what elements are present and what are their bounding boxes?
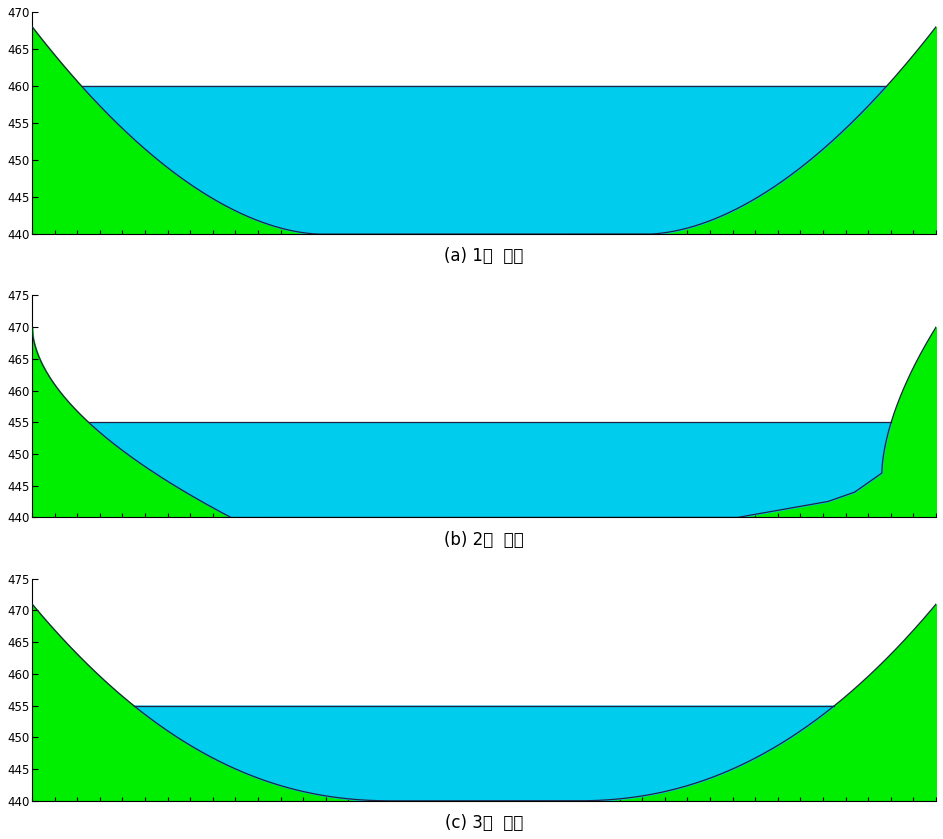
X-axis label: (c) 3번  지점: (c) 3번 지점 [445,814,523,832]
X-axis label: (b) 2번  지점: (b) 2번 지점 [444,531,524,549]
X-axis label: (a) 1번  지점: (a) 1번 지점 [444,248,523,265]
